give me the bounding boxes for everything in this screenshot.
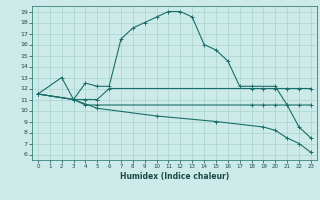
X-axis label: Humidex (Indice chaleur): Humidex (Indice chaleur) xyxy=(120,172,229,181)
